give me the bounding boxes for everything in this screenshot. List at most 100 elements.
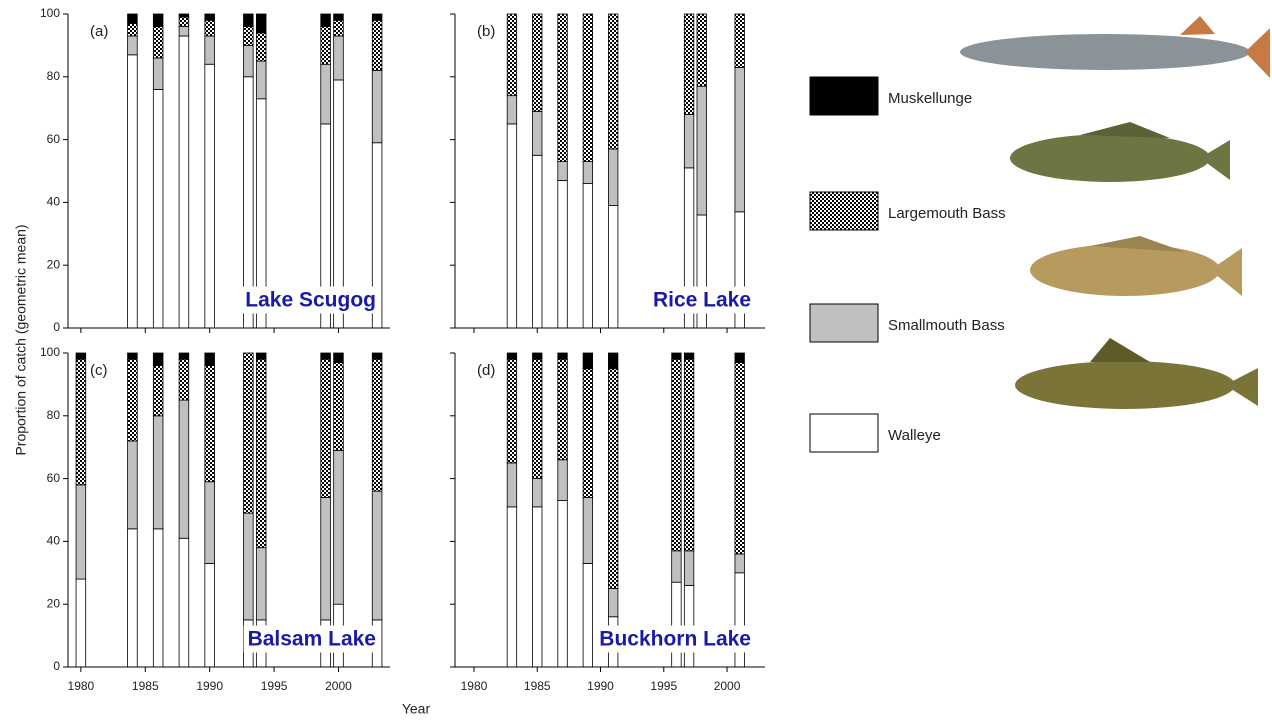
panel-title: Balsam Lake (248, 628, 376, 651)
fish-walleye (1015, 338, 1258, 409)
bar-segment (557, 13, 568, 162)
bar-segment (608, 13, 619, 150)
legend-label: Largemouth Bass (888, 205, 1006, 222)
bar-segment (532, 154, 543, 329)
x-tick-label: 2000 (325, 679, 352, 693)
bar-segment (127, 358, 138, 442)
x-tick-label: 1990 (196, 679, 223, 693)
x-tick-label: 1985 (132, 679, 159, 693)
bar-segment (255, 547, 267, 621)
bar-segment (243, 45, 254, 78)
bar-segment (178, 399, 190, 539)
bar-segment (532, 358, 543, 479)
bar-segment (683, 13, 695, 115)
bar-segment (320, 497, 331, 621)
bar-segment (152, 365, 164, 417)
bar-segment (127, 13, 138, 24)
fish-muskellunge (960, 16, 1270, 78)
bar-segment (75, 352, 87, 360)
bar-segment (333, 35, 344, 81)
bar-segment (734, 13, 745, 68)
bar-segment (506, 123, 518, 329)
y-tick-label: 40 (47, 195, 61, 209)
title-background (241, 286, 380, 314)
panel-label: (c) (90, 362, 108, 379)
bar-segment (243, 13, 254, 27)
bar-segment (506, 95, 518, 125)
bar-segment (557, 180, 568, 329)
bar-segment (608, 368, 619, 589)
bar-segment (127, 528, 138, 668)
bar-segment (734, 553, 745, 574)
bar-segment (75, 358, 87, 486)
bar-segment (506, 358, 518, 464)
bar-segment (557, 459, 568, 501)
x-tick-label: 1980 (461, 679, 488, 693)
bar-segment (371, 352, 383, 360)
bar-segment (152, 528, 164, 668)
bar-segment (152, 415, 164, 530)
bar-segment (127, 23, 138, 37)
bar-segment (671, 550, 682, 583)
legend-swatch (809, 413, 879, 453)
bar-segment (178, 537, 190, 668)
bar-segment (557, 352, 568, 360)
bar-segment (582, 352, 594, 370)
bar-segment (255, 358, 267, 549)
bar-segment (582, 562, 594, 668)
bar-segment (320, 26, 331, 65)
bar-segment (557, 500, 568, 668)
bar-segment (683, 352, 695, 360)
bar-segment (532, 352, 543, 360)
bar-segment (243, 352, 254, 514)
x-tick-label: 1995 (650, 679, 677, 693)
bar-segment (320, 13, 331, 27)
bar-segment (582, 368, 594, 498)
legend-swatch (809, 76, 879, 116)
bar-segment (333, 362, 344, 451)
bar-segment (532, 13, 543, 112)
bar-segment (320, 63, 331, 125)
y-tick-label: 0 (53, 659, 60, 673)
bar-segment (671, 581, 682, 668)
bar-segment (333, 449, 344, 605)
panel-label: (a) (90, 23, 108, 40)
bar-segment (152, 88, 164, 329)
legend-label: Smallmouth Bass (888, 317, 1005, 334)
bar-segment (204, 481, 215, 564)
bar-segment (671, 358, 682, 552)
bar-segment (696, 13, 707, 87)
bar-segment (608, 148, 619, 206)
bar-segment (671, 352, 682, 360)
title-background (648, 286, 755, 314)
bar-segment (127, 54, 138, 329)
bar-segment (178, 16, 190, 27)
fish-smallmouth-bass (1030, 236, 1242, 296)
bar-segment (255, 13, 267, 34)
x-tick-label: 2000 (714, 679, 741, 693)
y-tick-label: 100 (40, 345, 60, 359)
bar-segment (178, 358, 190, 401)
bar-segment (371, 358, 383, 492)
y-tick-label: 20 (47, 596, 61, 610)
legend-swatch (809, 303, 879, 343)
bar-segment (683, 550, 695, 586)
bar-segment (734, 66, 745, 213)
bar-segment (152, 26, 164, 59)
bar-segment (320, 358, 331, 498)
bar-segment (255, 32, 267, 62)
legend-swatch (809, 191, 879, 231)
bar-segment (557, 358, 568, 461)
bar-segment (152, 352, 164, 366)
panel-title: Lake Scugog (245, 289, 376, 312)
x-tick-label: 1980 (68, 679, 95, 693)
bar-segment (371, 19, 383, 71)
y-tick-label: 40 (47, 534, 61, 548)
bar-segment (557, 161, 568, 181)
bar-segment (608, 205, 619, 329)
bar-segment (734, 352, 745, 363)
y-tick-label: 60 (47, 132, 61, 146)
bar-segment (532, 506, 543, 668)
x-tick-label: 1995 (261, 679, 288, 693)
